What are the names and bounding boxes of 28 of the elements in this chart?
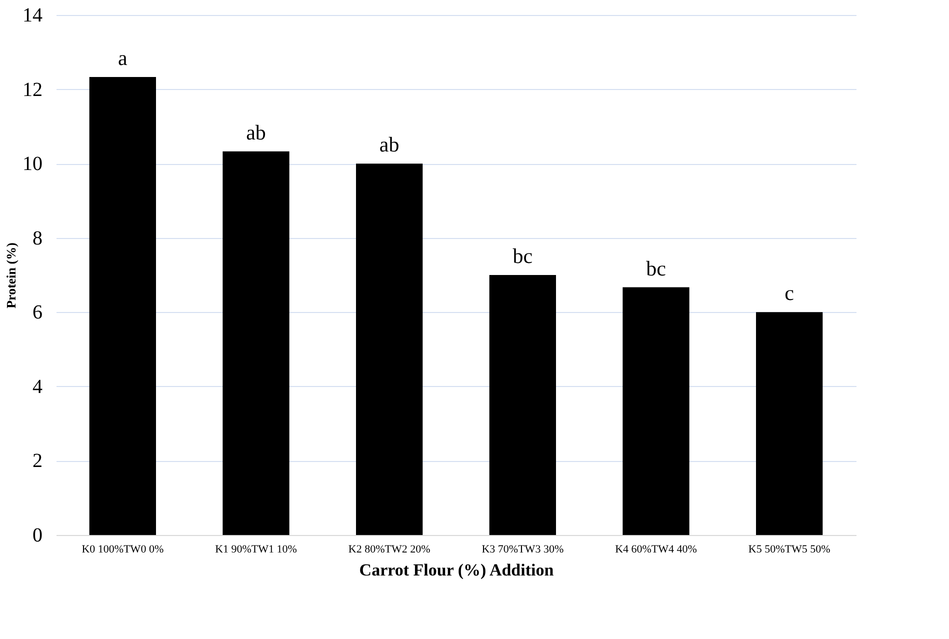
data-label: ab	[246, 120, 266, 144]
bar	[756, 312, 823, 535]
x-axis-title: Carrot Flour (%) Addition	[359, 560, 554, 580]
y-tick-label: 12	[22, 78, 42, 101]
x-tick-label: K3 70%TW3 30%	[482, 544, 564, 556]
bar	[89, 77, 156, 535]
y-tick-label: 4	[32, 376, 42, 398]
x-tick-label: K1 90%TW1 10%	[215, 544, 297, 556]
bar	[222, 151, 290, 535]
data-label: a	[118, 46, 128, 70]
bar	[356, 164, 423, 535]
x-tick-label: K5 50%TW5 50%	[748, 544, 830, 556]
x-tick-label: K0 100%TW0 0%	[82, 544, 164, 556]
data-label: c	[784, 281, 794, 306]
y-tick-label: 10	[22, 153, 42, 176]
data-label: bc	[646, 256, 666, 280]
y-tick-label: 2	[32, 450, 42, 472]
bar	[489, 275, 556, 535]
data-label: bc	[512, 244, 533, 268]
x-tick-label: K2 80%TW2 20%	[348, 544, 430, 556]
y-axis-title: Protein (%)	[4, 242, 18, 308]
data-label: ab	[379, 132, 400, 157]
y-tick-label: 6	[32, 302, 42, 324]
y-tick-label: 0	[32, 524, 42, 546]
y-tick-label: 8	[32, 227, 42, 250]
y-tick-label: 14	[22, 4, 42, 26]
x-tick-label: K4 60%TW4 40%	[615, 544, 697, 556]
bar	[622, 287, 690, 535]
